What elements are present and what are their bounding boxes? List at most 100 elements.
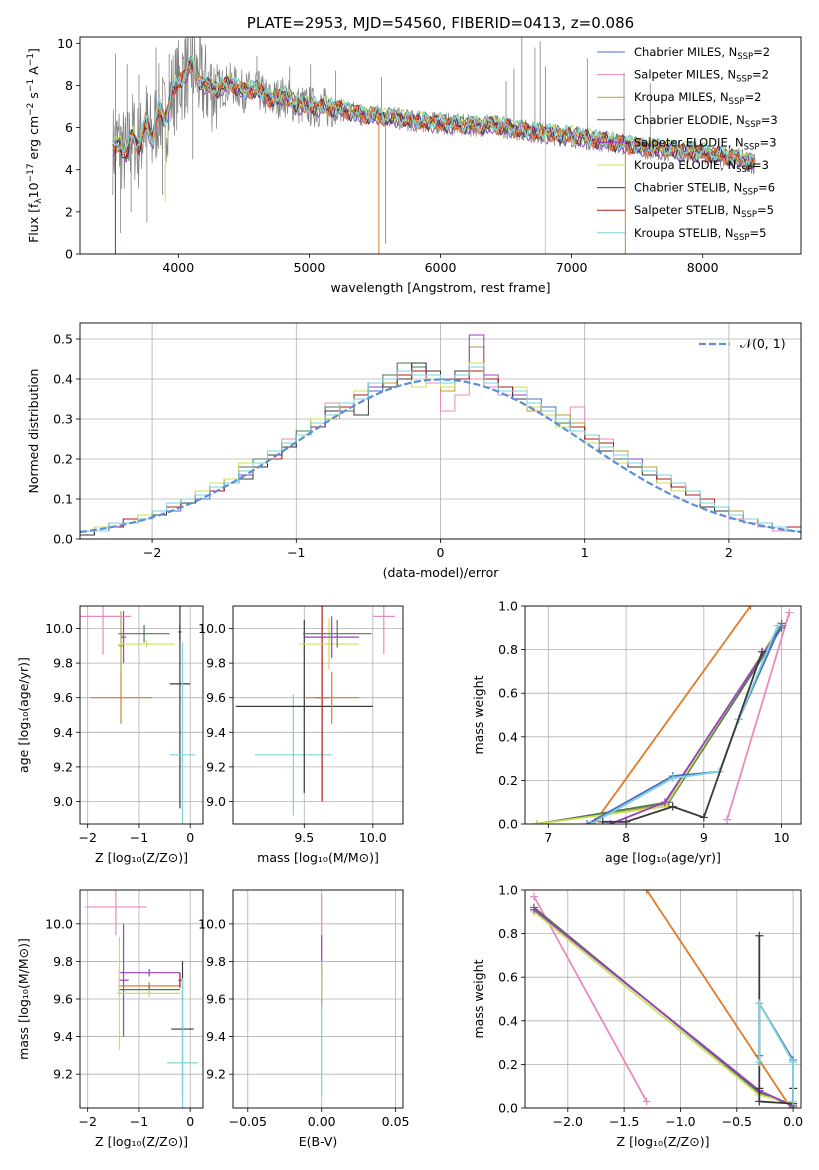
- y-tick-label: 9.8: [53, 656, 73, 671]
- weight_vs_z-plot-area: [530, 890, 798, 1108]
- weight-line-kroupa_miles: [536, 625, 783, 824]
- y-tick-label: 9.4: [53, 725, 73, 740]
- y-axis-label-part: −1: [26, 53, 36, 66]
- x-tick-label: −2: [78, 830, 96, 845]
- weight-marker: [530, 905, 539, 914]
- x-tick-label: −2.0: [553, 1114, 583, 1129]
- legend-label-text: Kroupa MILES, N: [634, 90, 729, 104]
- x-tick-label: 9: [700, 830, 708, 845]
- legend-label-sub: SSP: [744, 142, 760, 152]
- y-tick-label: 0.2: [498, 773, 518, 788]
- y-tick-label: 0.4: [498, 729, 518, 744]
- y-tick-label: 0.6: [498, 686, 518, 701]
- y-tick-label: 0.0: [498, 1101, 518, 1116]
- y-tick-label: 10.0: [45, 916, 73, 931]
- y-tick-label: 9.4: [53, 1029, 73, 1044]
- weight-marker: [699, 813, 708, 822]
- model-spectrum-orange: [112, 64, 756, 170]
- weight-line-salpeter_miles: [726, 612, 791, 820]
- y-tick-label: 9.6: [206, 992, 226, 1007]
- legend-label-suffix: =3: [760, 135, 777, 149]
- x-axis-label: Z [log₁₀(Z/Z⊙)]: [617, 1134, 710, 1149]
- legend-label-sub: SSP: [736, 165, 752, 175]
- age_vs_mass-frame: [232, 605, 404, 825]
- y-axis-label-part: −17: [26, 163, 36, 182]
- weight-marker: [785, 608, 794, 617]
- weight-line-salpeter_miles: [533, 896, 648, 1102]
- legend-label-suffix: =5: [757, 203, 774, 217]
- weight-marker: [723, 815, 732, 824]
- mass_vs_ebv-frame: [232, 889, 404, 1109]
- legend-label-suffix: =6: [758, 181, 775, 195]
- y-axis-label: Normed distribution: [26, 369, 41, 494]
- spectrum-axes: 4000 5000 6000 7000 8000 0 2 4 6 8 10 wavelength [A…: [26, 36, 802, 295]
- y-tick-label: 0.2: [53, 452, 73, 467]
- weight-line-kroupa_stelib: [590, 625, 779, 824]
- weight_vs_age-axes: 7 8 9 10 0.0 0.2 0.4 0.6 0.8 1.0 age [log₁₀(age/yr…: [471, 599, 802, 865]
- legend-label: Kroupa STELIB, NSSP=5: [634, 226, 766, 243]
- x-tick-label: 7: [544, 830, 552, 845]
- y-tick-label: 0.8: [498, 926, 518, 941]
- residuals-grid: [80, 323, 801, 540]
- y-tick-label: 10.0: [45, 621, 73, 636]
- x-tick-label: −1: [130, 830, 148, 845]
- y-tick-label: 10.0: [198, 916, 226, 931]
- y-tick-label: 0.8: [498, 642, 518, 657]
- age_vs_z-grid: [80, 606, 203, 824]
- y-axis-label-part: Flux [f: [26, 203, 41, 243]
- y-tick-label: 9.0: [53, 794, 73, 809]
- x-tick-label: 0: [437, 545, 445, 560]
- weight-marker: [668, 802, 677, 811]
- gaussian-curve: [80, 378, 801, 534]
- legend-label-text: Chabrier MILES, N: [634, 45, 737, 59]
- chart-title: PLATE=2953, MJD=54560, FIBERID=0413, z=0…: [247, 14, 634, 32]
- weight-marker: [530, 892, 539, 901]
- y-tick-label: 0.0: [53, 532, 73, 547]
- weight-marker: [789, 1097, 798, 1106]
- y-axis-label-part: ]: [26, 48, 41, 53]
- weight-line-orange: [645, 890, 792, 1108]
- y-tick-label: 9.2: [206, 1067, 226, 1082]
- weight-marker: [532, 820, 541, 824]
- y-axis-label-part: λ: [34, 198, 44, 204]
- y-axis-label: mass [log₁₀(M/M⊙)]: [16, 938, 31, 1060]
- weight-marker: [755, 931, 764, 940]
- legend-label: Kroupa MILES, NSSP=2: [634, 90, 761, 107]
- residuals-plot-area: [80, 334, 801, 536]
- y-axis-label-part: erg cm: [26, 116, 41, 164]
- y-axis-label-part: A: [26, 66, 41, 79]
- y-tick-label: 9.4: [206, 1029, 226, 1044]
- x-tick-label: −1: [287, 545, 305, 560]
- x-tick-label: 0.00: [308, 1114, 336, 1129]
- legend-label-suffix: =2: [752, 68, 769, 82]
- legend-label-suffix: =5: [749, 226, 766, 240]
- y-axis-label: mass weight: [471, 675, 486, 754]
- weight-line-chabrier_miles: [586, 623, 783, 824]
- y-tick-label: 9.2: [53, 759, 73, 774]
- legend-label-suffix: =2: [753, 45, 770, 59]
- legend-label: Chabrier STELIB, NSSP=6: [634, 181, 775, 198]
- legend-label: Chabrier ELODIE, NSSP=3: [634, 113, 778, 130]
- legend-label-text: Chabrier STELIB, N: [634, 181, 742, 195]
- y-tick-label: 4: [65, 162, 73, 177]
- weight_vs_z-axes: −2.0 −1.5 −1.0 −0.5 0.0 0.0 0.2 0.4 0.6 0.8 1.0 Z […: [471, 883, 803, 1150]
- legend-label-text: Salpeter ELODIE, N: [634, 135, 744, 149]
- x-axis-label: Z [log₁₀(Z/Z⊙)]: [95, 1134, 188, 1149]
- weight-line-chabrier_elodie: [533, 906, 794, 1107]
- y-axis-label: age [log₁₀(age/yr)]: [16, 657, 31, 773]
- weight-marker: [642, 1097, 651, 1106]
- residuals-frame: [79, 322, 802, 540]
- weight-line-chabrier_elodie: [536, 627, 783, 824]
- y-tick-label: 8: [65, 78, 73, 93]
- x-tick-label: 8000: [687, 260, 719, 275]
- mass_vs_z-plot-area: [85, 890, 198, 1108]
- age_vs_mass-grid: [233, 606, 403, 824]
- weight_vs_age-frame: [524, 605, 802, 825]
- mass_vs_ebv-grid: [233, 890, 403, 1108]
- weight-marker: [755, 1058, 764, 1067]
- y-tick-label: 6: [65, 120, 73, 135]
- x-tick-label: −1.5: [609, 1114, 639, 1129]
- y-tick-label: 9.6: [206, 690, 226, 705]
